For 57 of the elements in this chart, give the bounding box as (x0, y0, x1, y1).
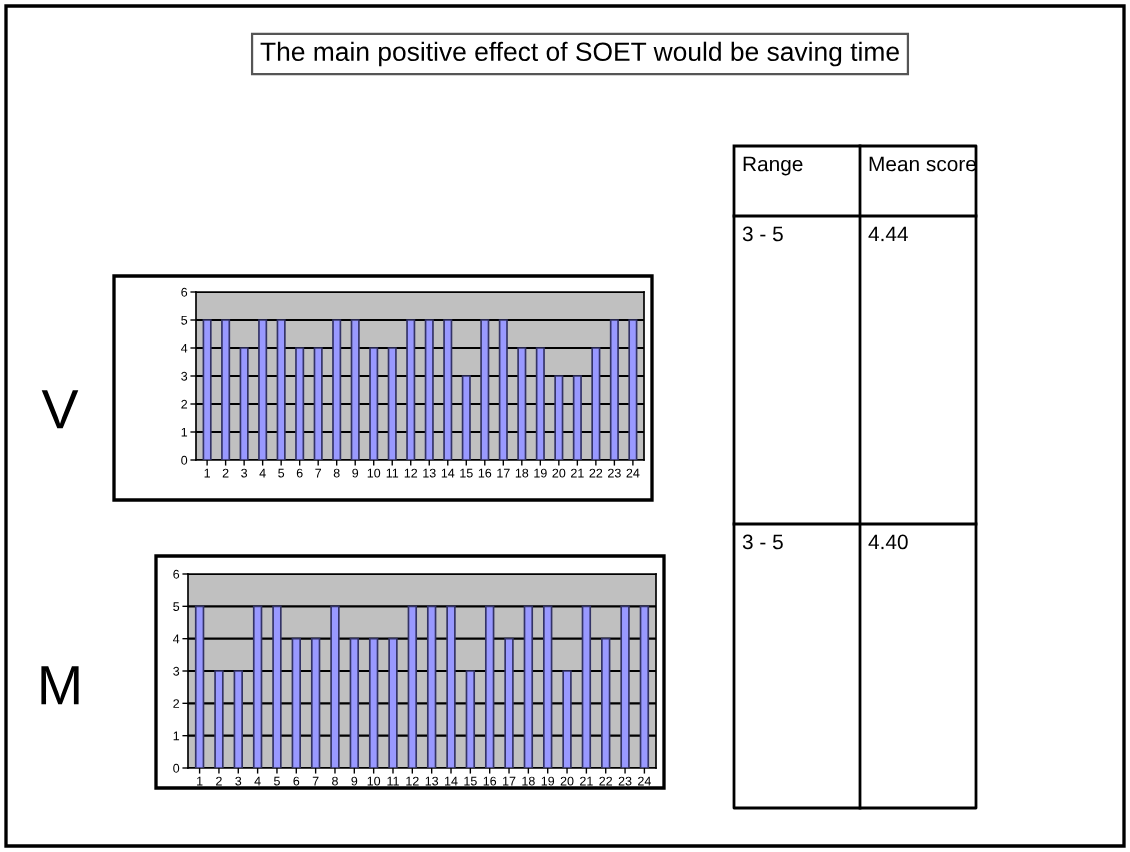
text: Range (743, 156, 803, 176)
bar (562, 670, 572, 768)
bar (424, 319, 434, 460)
bar (572, 375, 582, 460)
bar (542, 605, 553, 768)
bar (465, 670, 476, 768)
bar (291, 637, 302, 768)
bar (214, 670, 224, 768)
bar (535, 347, 545, 460)
text: 4.44 (868, 226, 908, 242)
bar (202, 319, 212, 460)
bar (332, 319, 342, 460)
text: 4.40 (868, 534, 908, 550)
bar (498, 319, 508, 460)
bar (461, 375, 471, 460)
bar (194, 605, 205, 768)
bar (504, 637, 514, 768)
bar (517, 347, 527, 460)
text: V (41, 390, 79, 429)
bar (443, 319, 453, 460)
bar (609, 319, 619, 460)
bar (349, 637, 360, 768)
bar (446, 605, 456, 768)
bar (407, 605, 418, 768)
bar (387, 347, 397, 460)
bar (620, 605, 630, 768)
bar (369, 347, 379, 460)
bar (523, 605, 534, 768)
text: Mean score (869, 156, 976, 172)
text: The main positive effect of SOET would be saving time (260, 41, 899, 67)
bar (350, 319, 360, 460)
bar (484, 605, 495, 768)
bar (368, 637, 379, 768)
bar (601, 637, 611, 768)
bar (310, 637, 321, 768)
text: 3 - 5 (742, 534, 783, 550)
bar (628, 319, 638, 460)
bar (221, 319, 231, 460)
bar (239, 347, 249, 460)
bar (388, 637, 398, 768)
bar (276, 319, 286, 460)
text: 3 - 5 (742, 226, 783, 242)
bar (591, 347, 601, 460)
bar (272, 605, 282, 768)
bar (258, 319, 268, 460)
text: M (41, 666, 79, 705)
bar (295, 347, 305, 460)
bar (554, 375, 564, 460)
bar (639, 605, 650, 768)
bar (330, 605, 340, 768)
bar (581, 605, 592, 768)
bar (426, 605, 437, 768)
bar (313, 347, 323, 460)
bar (406, 319, 416, 460)
bar (233, 670, 243, 768)
bar (480, 319, 490, 460)
bar (252, 605, 263, 768)
